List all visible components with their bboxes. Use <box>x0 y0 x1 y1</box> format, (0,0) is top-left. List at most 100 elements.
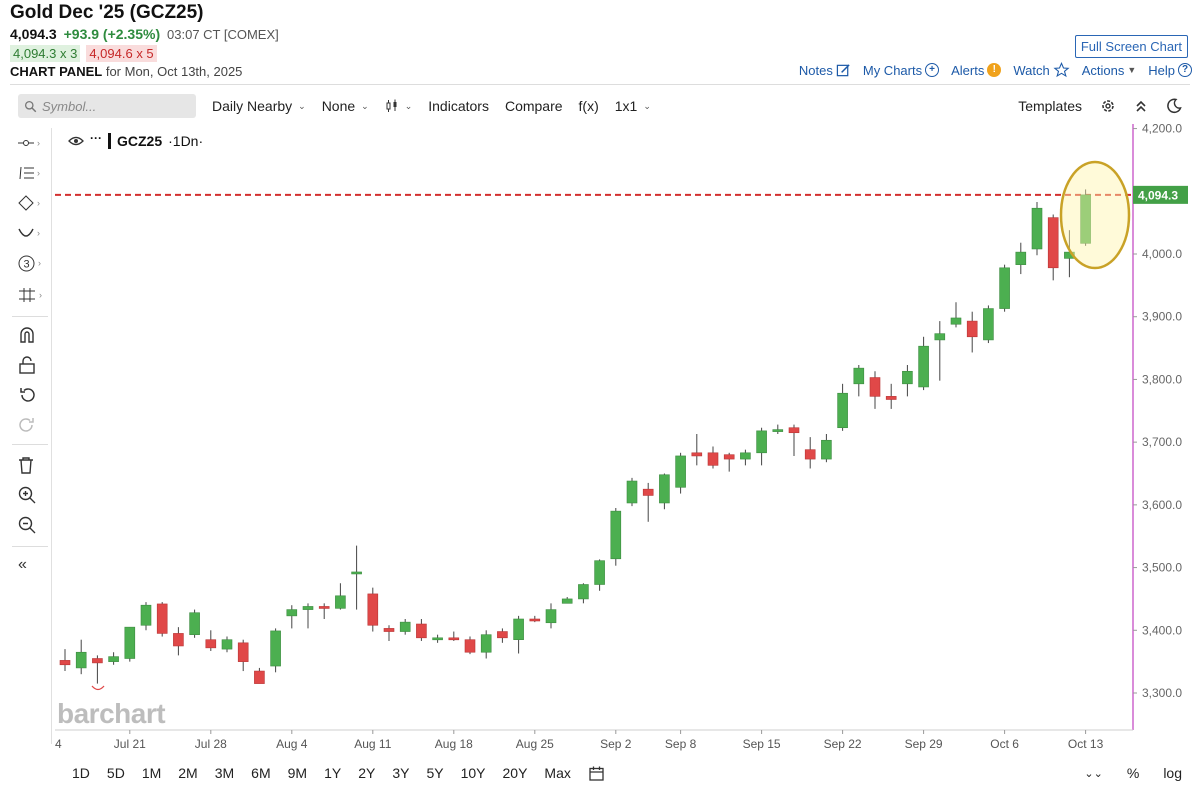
chevron-down-icon: ⌄ <box>643 100 651 111</box>
function-button[interactable]: f(x) <box>578 98 599 114</box>
symbol-search[interactable]: Symbol... <box>18 94 196 118</box>
chevron-right-icon: › <box>38 258 41 268</box>
magnet-icon <box>20 327 34 343</box>
watch-link[interactable]: Watch <box>1013 62 1070 78</box>
shape-icon <box>18 195 34 211</box>
range-5y[interactable]: 5Y <box>426 765 444 781</box>
range-bar: 1D 5D 1M 2M 3M 6M 9M 1Y 2Y 3Y 5Y 10Y 20Y Max ⌄⌄ % log <box>55 758 1190 788</box>
candlestick-icon <box>386 99 397 112</box>
crosshair-tool[interactable]: › <box>18 132 52 154</box>
range-6m[interactable]: 6M <box>251 765 271 781</box>
range-2m[interactable]: 2M <box>178 765 198 781</box>
period-dropdown[interactable]: Daily Nearby ⌄ <box>212 98 306 114</box>
chevron-right-icon: › <box>39 290 42 300</box>
candle-up <box>302 606 314 610</box>
range-1y[interactable]: 1Y <box>324 765 342 781</box>
chevron-down-icon: ⌄ <box>361 100 369 111</box>
percent-scale-button[interactable]: % <box>1126 765 1140 781</box>
compare-button[interactable]: Compare <box>504 98 563 114</box>
help-link[interactable]: Help? <box>1148 63 1192 78</box>
last-price-label: 4,094.3 <box>1138 188 1178 202</box>
range-20y[interactable]: 20Y <box>502 765 528 781</box>
search-icon <box>24 100 37 112</box>
y-tick-label: 3,800.0 <box>1142 372 1182 386</box>
eye-icon[interactable] <box>68 136 84 146</box>
my-charts-label: My Charts <box>862 62 923 78</box>
panel-date: for Mon, Oct 13th, 2025 <box>105 64 243 79</box>
shape-tool[interactable]: › <box>18 192 52 214</box>
log-scale-button[interactable]: log <box>1163 765 1182 781</box>
indicators-button[interactable]: Indicators <box>428 98 489 114</box>
x-tick-label: Oct 13 <box>1068 737 1104 751</box>
range-5d[interactable]: 5D <box>106 765 125 781</box>
lock-tool[interactable] <box>18 354 52 376</box>
study-dropdown[interactable]: None ⌄ <box>322 98 369 114</box>
question-icon: ? <box>1178 63 1192 77</box>
calendar-icon[interactable] <box>589 766 604 781</box>
study-label: None <box>321 98 356 114</box>
unlock-icon <box>19 356 35 374</box>
candle-up <box>480 634 492 653</box>
range-3y[interactable]: 3Y <box>392 765 410 781</box>
elliott-tool[interactable]: 3 › <box>18 252 52 274</box>
candle-up <box>270 630 281 667</box>
y-tick-label: 3,600.0 <box>1142 498 1182 512</box>
header-divider <box>10 84 1190 85</box>
candle-up <box>335 595 346 609</box>
my-charts-link[interactable]: My Charts + <box>862 62 940 78</box>
zoom-out-button[interactable] <box>18 514 52 536</box>
svg-text:3: 3 <box>23 258 29 270</box>
range-3m[interactable]: 3M <box>214 765 235 781</box>
candle-down <box>691 452 703 457</box>
y-tick-label: 3,500.0 <box>1142 561 1182 575</box>
chevron-down-icon: ⌄ <box>298 100 306 111</box>
range-10y[interactable]: 10Y <box>460 765 486 781</box>
range-9m[interactable]: 9M <box>287 765 308 781</box>
candle-down <box>707 452 719 466</box>
full-screen-button[interactable]: Full Screen Chart <box>1074 35 1188 58</box>
chevron-right-icon: › <box>37 168 40 178</box>
candle-up <box>594 560 605 585</box>
chart-type-dropdown[interactable]: ⌄ <box>385 99 412 113</box>
curve-tool[interactable]: › <box>18 222 52 244</box>
candle-up <box>837 392 848 429</box>
magnet-tool[interactable] <box>18 324 52 346</box>
collapse-up-icon[interactable] <box>1134 99 1148 113</box>
notes-link[interactable]: Notes <box>799 63 851 78</box>
y-tick-label: 4,200.0 <box>1142 122 1182 136</box>
range-1d[interactable]: 1D <box>72 765 90 781</box>
range-2y[interactable]: 2Y <box>358 765 376 781</box>
templates-button[interactable]: Templates <box>1018 98 1082 114</box>
candle-up <box>610 510 622 560</box>
actions-menu[interactable]: Actions ▼ <box>1082 63 1137 78</box>
candle-down <box>529 618 541 622</box>
double-chevron-down-icon[interactable]: ⌄⌄ <box>1084 767 1103 780</box>
alerts-link[interactable]: Alerts! <box>951 63 1002 78</box>
candle-up <box>561 598 573 604</box>
edit-icon <box>836 63 850 76</box>
redo-button[interactable] <box>18 414 52 436</box>
candle-down <box>642 488 654 496</box>
measure-tool[interactable]: › <box>18 284 52 306</box>
layout-dropdown[interactable]: 1x1 ⌄ <box>615 98 651 114</box>
ask-quote: 4,094.6 x 5 <box>86 45 157 62</box>
zoom-in-button[interactable] <box>18 484 52 506</box>
candle-up <box>432 637 443 641</box>
collapse-toolbar-button[interactable]: « <box>18 554 52 576</box>
moon-icon[interactable] <box>1166 98 1182 114</box>
legend-symbol: GCZ25 <box>117 133 163 149</box>
alert-icon: ! <box>987 63 1002 77</box>
more-icon[interactable]: ··· <box>90 131 102 145</box>
scale-options: ⌄⌄ % log <box>1084 758 1182 788</box>
candle-up <box>772 429 784 432</box>
fib-tool[interactable]: › <box>18 162 52 184</box>
candle-down <box>1047 217 1059 269</box>
top-nav: Notes My Charts + Alerts! Watch Actions ▼ … <box>799 62 1192 78</box>
range-1m[interactable]: 1M <box>141 765 162 781</box>
delete-button[interactable] <box>18 454 52 476</box>
range-max[interactable]: Max <box>544 765 571 781</box>
gear-icon[interactable] <box>1100 98 1116 114</box>
undo-button[interactable] <box>18 384 52 406</box>
range-buttons: 1D 5D 1M 2M 3M 6M 9M 1Y 2Y 3Y 5Y 10Y 20Y Max <box>55 765 571 781</box>
